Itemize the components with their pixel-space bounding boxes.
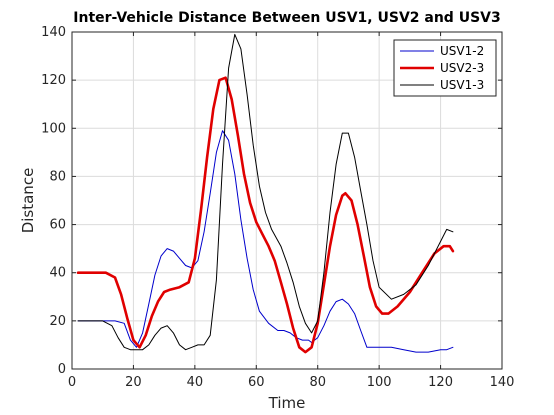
series-line-usv1-2 [77, 130, 454, 353]
y-tick-label: 100 [41, 121, 66, 136]
plot-border [71, 31, 503, 370]
x-tick-label: 40 [187, 375, 204, 390]
legend-entry: USV1-3 [440, 78, 484, 92]
legend-entry: USV1-2 [440, 44, 484, 58]
y-tick-label: 140 [41, 25, 66, 40]
axis-ticks: 0 20 40 60 80 100 120 140 0 20 40 60 80 100 120 140 [41, 25, 514, 390]
y-tick-label: 80 [49, 169, 66, 184]
y-tick-label: 40 [49, 266, 66, 281]
legend: USV1-2 USV2-3 USV1-3 [393, 39, 497, 97]
legend-entry: USV2-3 [440, 61, 484, 75]
x-tick-label: 20 [125, 375, 142, 390]
series-lines [76, 33, 455, 354]
x-tick-label: 140 [490, 375, 515, 390]
x-axis-label: Time [268, 394, 306, 412]
x-tick-label: 120 [428, 375, 453, 390]
y-tick-label: 20 [49, 314, 66, 329]
y-tick-label: 60 [49, 218, 66, 233]
chart-title: Inter-Vehicle Distance Between USV1, USV… [73, 10, 500, 26]
series-line-usv1-3 [77, 33, 454, 351]
x-tick-label: 100 [367, 375, 392, 390]
x-tick-label: 0 [68, 375, 76, 390]
y-tick-label: 120 [41, 73, 66, 88]
y-tick-label: 0 [58, 362, 66, 377]
y-axis-label: Distance [19, 168, 37, 234]
x-tick-label: 80 [309, 375, 326, 390]
x-tick-label: 60 [248, 375, 265, 390]
series-line-usv2-3 [76, 76, 455, 354]
